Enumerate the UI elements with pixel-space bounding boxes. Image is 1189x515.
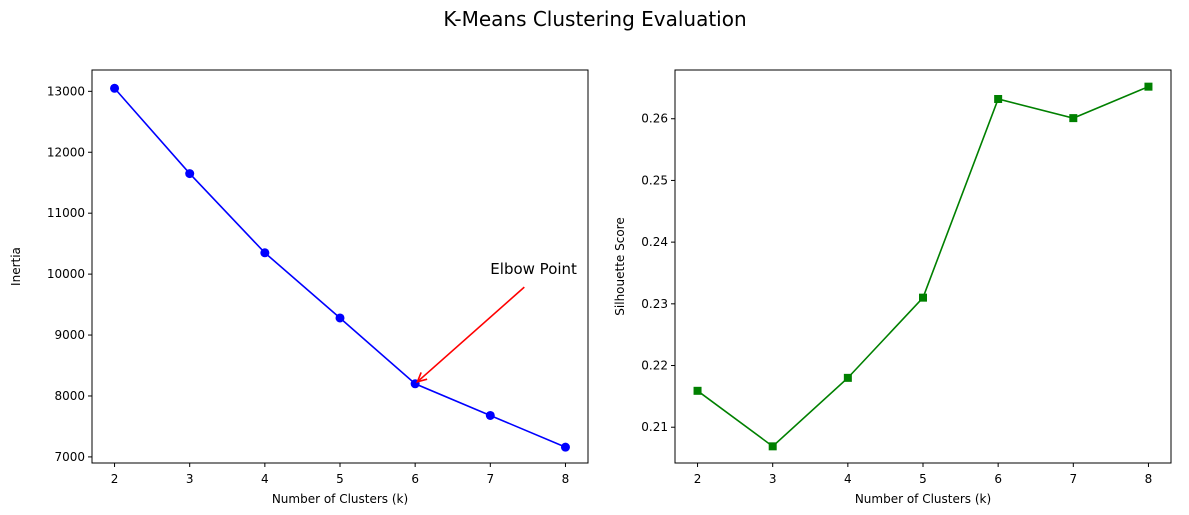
- x-tick-label: 8: [562, 472, 570, 486]
- x-tick-label: 5: [919, 472, 927, 486]
- axes-frame: [674, 69, 1172, 464]
- x-tick-label: 2: [111, 472, 119, 486]
- x-tick-label: 6: [411, 472, 419, 486]
- data-point: [1144, 82, 1153, 91]
- x-tick-label: 3: [186, 472, 194, 486]
- x-tick-label: 3: [769, 472, 777, 486]
- y-tick-label: 0.21: [641, 420, 668, 434]
- y-tick-label: 10000: [47, 267, 85, 281]
- y-tick-label: 0.26: [641, 112, 668, 126]
- silhouette-chart: 2 3 4 5 6 7 8 0.21 0.22 0.23 0.24 0.25 0.26 Number of…: [613, 69, 1172, 506]
- data-point: [919, 293, 927, 302]
- x-tick-label: 6: [994, 472, 1002, 486]
- x-tick-label: 7: [486, 472, 494, 486]
- y-tick-label: 0.22: [641, 359, 668, 373]
- x-tick-label: 7: [1069, 472, 1077, 486]
- data-point: [110, 83, 120, 93]
- y-tick-label: 7000: [54, 450, 85, 464]
- data-point: [560, 442, 570, 452]
- x-axis-label: Number of Clusters (k): [855, 492, 991, 506]
- inertia-chart: 2 3 4 5 6 7 8 7000 8000 9000 10000 11000 12000 13000 N…: [9, 69, 589, 506]
- figure-title: K-Means Clustering Evaluation: [443, 7, 746, 31]
- annotation-arrowhead: [416, 372, 428, 383]
- data-point: [843, 373, 852, 382]
- y-tick-label: 9000: [54, 328, 85, 342]
- y-tick-label: 13000: [47, 84, 85, 98]
- annotation-arrow: [416, 286, 525, 383]
- x-tick-label: 4: [261, 472, 269, 486]
- y-tick-label: 0.25: [641, 173, 668, 187]
- data-point: [693, 386, 702, 395]
- y-tick-label: 0.24: [641, 235, 668, 249]
- annotation-label: Elbow Point: [490, 260, 577, 278]
- x-tick-label: 8: [1145, 472, 1153, 486]
- y-tick-label: 11000: [47, 206, 85, 220]
- x-tick-label: 4: [844, 472, 852, 486]
- y-tick-label: 12000: [47, 145, 85, 159]
- y-axis-label: Inertia: [9, 247, 23, 286]
- data-point: [335, 313, 345, 323]
- y-tick-label: 8000: [54, 389, 85, 403]
- data-point: [1069, 114, 1078, 123]
- x-tick-label: 5: [336, 472, 344, 486]
- series-line: [697, 85, 1149, 448]
- y-axis-label: Silhouette Score: [613, 217, 627, 315]
- data-point: [485, 410, 495, 420]
- x-axis-label: Number of Clusters (k): [272, 492, 408, 506]
- data-point: [185, 169, 195, 179]
- data-point: [260, 248, 270, 258]
- y-tick-label: 0.23: [641, 297, 668, 311]
- x-tick-label: 2: [694, 472, 702, 486]
- data-point: [994, 94, 1003, 103]
- data-point: [768, 442, 777, 451]
